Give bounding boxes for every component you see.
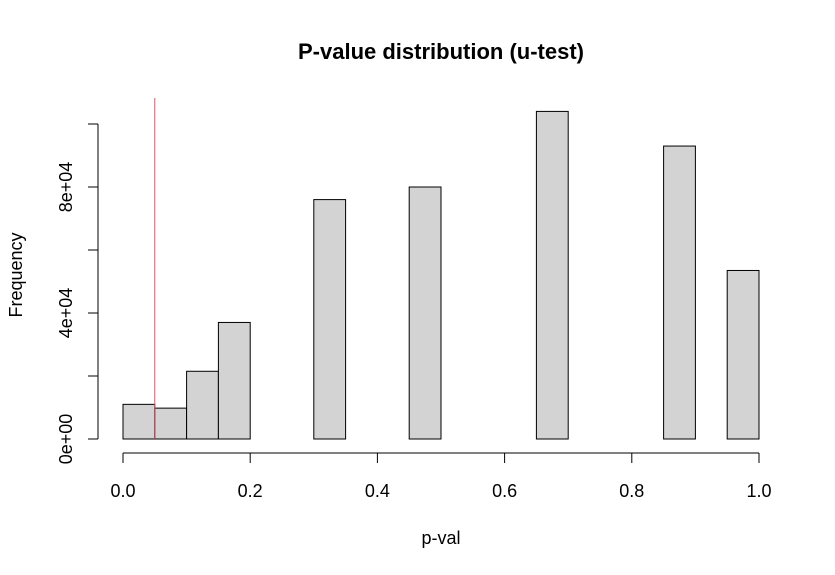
y-axis-label: Frequency <box>6 232 26 317</box>
chart-title: P-value distribution (u-test) <box>298 39 584 64</box>
histogram-bar-13 <box>535 110 569 440</box>
histogram-bar-6 <box>313 199 347 440</box>
x-tick-label-2: 0.4 <box>365 481 390 501</box>
x-axis-label: p-val <box>421 528 460 548</box>
y-tick-label-2: 4e+04 <box>56 288 76 339</box>
x-tick-label-4: 0.8 <box>619 481 644 501</box>
histogram-bar-17 <box>663 145 696 440</box>
histogram-bars <box>122 110 760 440</box>
x-tick-label-3: 0.6 <box>492 481 517 501</box>
histogram-bar-19 <box>726 269 760 440</box>
y-tick-label-4: 8e+04 <box>56 162 76 213</box>
histogram-bar-3 <box>217 321 251 440</box>
histogram-bar-0 <box>122 403 156 440</box>
y-tick-label-0: 0e+00 <box>56 414 76 465</box>
histogram-bar-2 <box>186 370 219 440</box>
x-tick-label-1: 0.2 <box>238 481 263 501</box>
x-tick-label-5: 1.0 <box>746 481 771 501</box>
x-axis: 0.0 0.2 0.4 0.6 0.8 1.0 <box>110 452 772 501</box>
x-tick-label-0: 0.0 <box>110 481 135 501</box>
histogram-bar-1 <box>154 407 188 440</box>
y-axis: 0e+00 4e+04 8e+04 <box>56 123 99 465</box>
histogram-bar-9 <box>408 186 442 440</box>
